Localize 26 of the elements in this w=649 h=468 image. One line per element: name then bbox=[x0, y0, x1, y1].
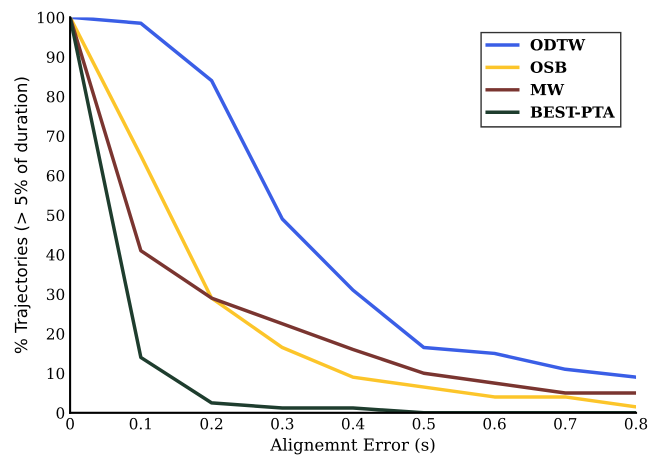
y-tick-label: 10 bbox=[48, 368, 64, 380]
legend-label: BEST-PTA bbox=[530, 106, 615, 118]
y-tick-label: 70 bbox=[47, 130, 64, 142]
y-tick-label: 90 bbox=[46, 51, 64, 63]
y-tick-label: 80 bbox=[46, 90, 64, 102]
x-tick-label: 0.2 bbox=[200, 418, 222, 430]
y-tick-label: 0 bbox=[56, 407, 64, 419]
y-axis-title: % Trajectories (> 5% of duration) bbox=[14, 78, 31, 354]
y-tick-label: 20 bbox=[46, 328, 64, 340]
x-tick-label: 0.5 bbox=[412, 418, 435, 430]
y-tick-label: 60 bbox=[46, 170, 64, 182]
x-tick-label: 0 bbox=[66, 418, 74, 430]
x-axis-title: Alignemnt Error (s) bbox=[270, 438, 434, 454]
y-tick-label: 100 bbox=[38, 12, 64, 24]
legend-label: OSB bbox=[530, 61, 566, 73]
x-tick-label: 0.3 bbox=[271, 418, 294, 430]
y-tick-label: 40 bbox=[46, 249, 64, 261]
x-tick-label: 0.4 bbox=[342, 418, 364, 430]
x-tick-label: 0.7 bbox=[554, 418, 576, 430]
legend-label: MW bbox=[530, 84, 564, 96]
legend-label: ODTW bbox=[530, 38, 586, 51]
y-tick-label: 30 bbox=[46, 288, 64, 300]
x-tick-label: 0.1 bbox=[130, 418, 151, 430]
x-tick-label: 0.8 bbox=[624, 418, 648, 430]
y-tick-label: 50 bbox=[47, 210, 64, 222]
x-tick-label: 0.6 bbox=[483, 418, 506, 430]
